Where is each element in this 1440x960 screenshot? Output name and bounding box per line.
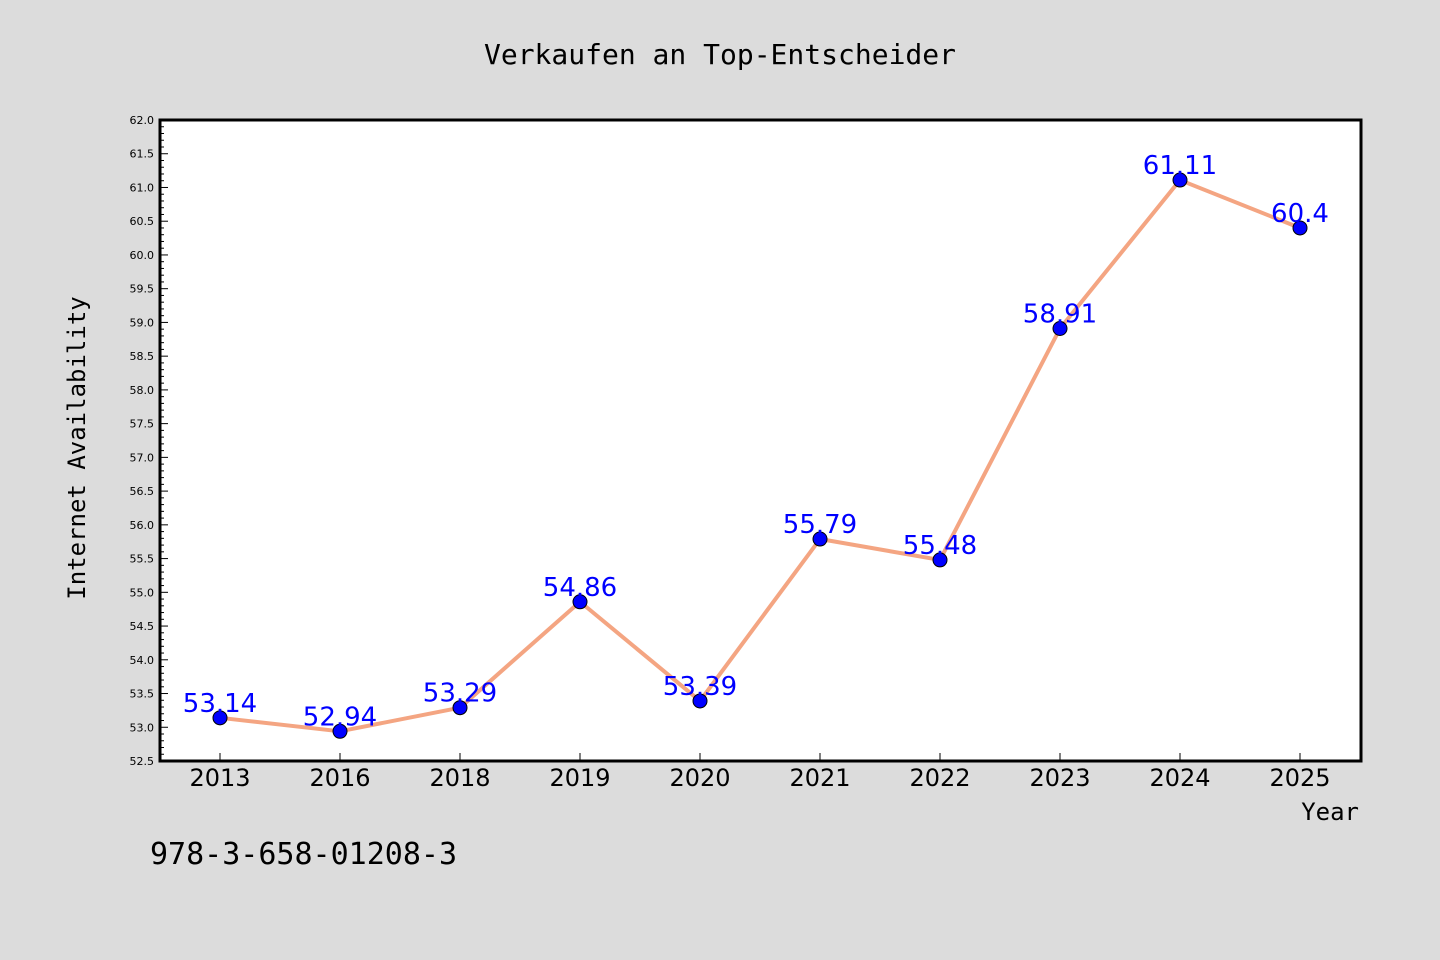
data-point	[932, 552, 948, 568]
y-tick-label: 59.5	[130, 283, 155, 296]
data-point	[332, 723, 348, 739]
series-line	[219, 178, 1301, 734]
isbn-text: 978-3-658-01208-3	[150, 837, 457, 872]
x-tick-label: 2023	[1029, 764, 1090, 792]
y-axis: 52.5 53.0 53.5 54.0 54.5 55.0 55.5 56.0 56.5 57.0…	[130, 114, 168, 768]
plot-area	[158, 118, 1363, 763]
data-label: 55.48	[903, 531, 977, 561]
x-tick-label: 2022	[909, 764, 970, 792]
x-tick-label: 2025	[1269, 764, 1330, 792]
data-label: 58.91	[1023, 299, 1097, 329]
x-tick-label: 2016	[309, 764, 370, 792]
data-point	[212, 710, 228, 726]
data-label: 53.14	[183, 689, 257, 719]
y-tick-label: 60.5	[130, 215, 155, 228]
data-label: 53.29	[423, 679, 497, 709]
x-axis-label: Year	[1301, 798, 1359, 826]
y-tick-label: 61.0	[130, 181, 155, 194]
y-tick-label: 57.5	[130, 418, 155, 431]
y-tick-label: 59.0	[130, 316, 155, 329]
data-point	[572, 594, 588, 610]
y-tick-label: 56.5	[130, 485, 155, 498]
y-tick-label: 54.5	[130, 620, 155, 633]
y-tick-label: 53.0	[130, 721, 155, 734]
y-tick-label: 62.0	[130, 114, 155, 127]
data-labels: 53.14 52.94 53.29 54.86 53.39 55.79 55.48 58.91…	[183, 151, 1329, 732]
data-point	[452, 700, 468, 716]
y-tick-label: 55.0	[130, 586, 155, 599]
x-tick-label: 2019	[549, 764, 610, 792]
chart-title: Verkaufen an Top-Entscheider	[484, 38, 956, 71]
y-tick-label: 57.0	[130, 451, 155, 464]
data-label: 53.39	[663, 672, 737, 702]
data-point	[1292, 220, 1308, 236]
y-tick-label: 58.0	[130, 384, 155, 397]
x-axis: 2013 2016 2018 2019 2020 2021 2022 2023 2024 2025	[189, 753, 1331, 792]
data-point	[692, 693, 708, 709]
y-tick-label: 53.5	[130, 688, 155, 701]
data-point	[1172, 172, 1188, 188]
y-tick-label: 52.5	[130, 755, 155, 768]
y-tick-label: 55.5	[130, 553, 155, 566]
x-tick-label: 2020	[669, 764, 730, 792]
data-label: 61.11	[1143, 151, 1217, 181]
y-axis-label: Internet Availability	[63, 296, 91, 599]
y-tick-label: 61.5	[130, 148, 155, 161]
data-point	[1052, 320, 1068, 336]
x-tick-label: 2021	[789, 764, 850, 792]
x-tick-label: 2018	[429, 764, 490, 792]
series-layer	[212, 172, 1308, 739]
data-label: 52.94	[303, 702, 377, 732]
y-tick-label: 56.0	[130, 519, 155, 532]
x-tick-label: 2013	[189, 764, 250, 792]
y-tick-label: 54.0	[130, 654, 155, 667]
data-label: 55.79	[783, 510, 857, 540]
y-tick-label: 60.0	[130, 249, 155, 262]
data-point	[812, 531, 828, 547]
data-label: 60.4	[1271, 199, 1329, 229]
x-tick-label: 2024	[1149, 764, 1210, 792]
data-label: 54.86	[543, 573, 617, 603]
y-tick-label: 58.5	[130, 350, 155, 363]
